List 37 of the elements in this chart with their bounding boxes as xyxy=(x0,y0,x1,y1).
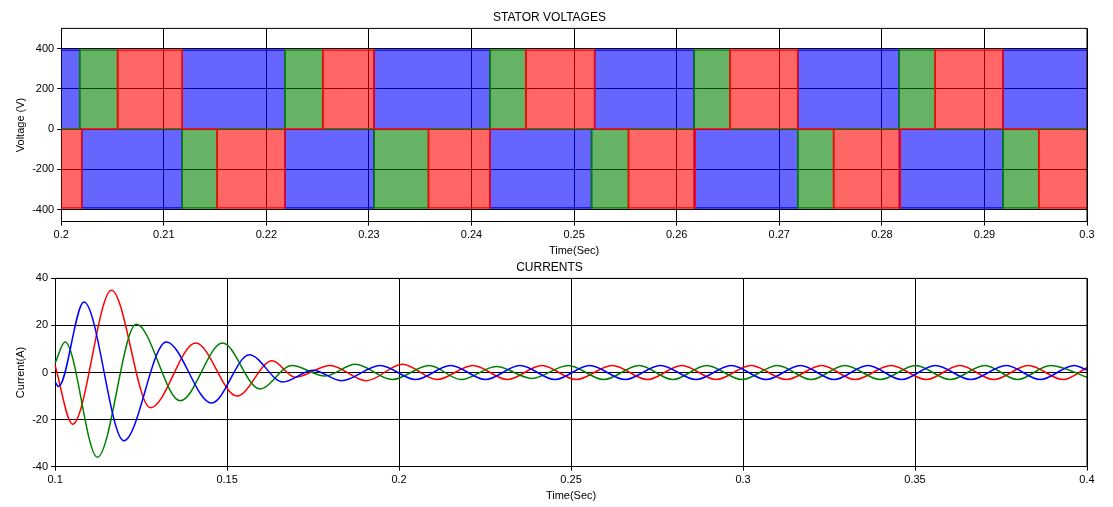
y-axis-title: Voltage (V) xyxy=(13,97,26,153)
x-tick-label: 0.21 xyxy=(153,228,175,241)
x-tick-label: 0.2 xyxy=(391,473,407,486)
x-tick-label: 0.35 xyxy=(904,473,926,486)
x-tick-label: 0.24 xyxy=(460,228,483,241)
y-tick-label: 0 xyxy=(41,365,49,378)
y-tick-label: 200 xyxy=(35,81,55,94)
x-tick-label: 0.23 xyxy=(358,228,380,241)
x-tick-label: 0.2 xyxy=(53,228,69,241)
line-series xyxy=(54,323,1088,458)
y-tick-label: -200 xyxy=(32,162,55,175)
y-tick-label: 400 xyxy=(35,41,55,54)
x-tick-label: 0.28 xyxy=(871,228,893,241)
x-tick-label: 0.4 xyxy=(1079,473,1095,486)
x-tick-label: 0.29 xyxy=(973,228,996,241)
y-tick-label: -40 xyxy=(32,459,49,472)
y-tick-label: -400 xyxy=(32,202,55,215)
chart-title: CURRENTS xyxy=(516,259,583,274)
x-axis-title: Time(Sec) xyxy=(545,489,597,502)
x-tick-label: 0.22 xyxy=(255,228,278,241)
y-tick-label: -20 xyxy=(32,412,49,425)
y-axis-title: Current(A) xyxy=(13,346,26,399)
y-tick-label: 20 xyxy=(35,318,49,331)
x-tick-label: 0.15 xyxy=(216,473,238,486)
x-axis-title: Time(Sec) xyxy=(548,244,600,257)
x-tick-label: 0.3 xyxy=(735,473,751,486)
x-tick-label: 0.3 xyxy=(1079,228,1095,241)
chart-title: STATOR VOLTAGES xyxy=(493,9,606,24)
line-series xyxy=(54,301,1088,442)
x-tick-label: 0.26 xyxy=(665,228,688,241)
x-tick-label: 0.25 xyxy=(560,473,582,486)
y-tick-label: 0 xyxy=(48,122,55,135)
x-tick-label: 0.25 xyxy=(563,228,585,241)
line-series xyxy=(54,289,1088,426)
y-tick-label: 40 xyxy=(35,271,49,284)
x-tick-label: 0.27 xyxy=(768,228,790,241)
x-tick-label: 0.1 xyxy=(47,473,63,486)
